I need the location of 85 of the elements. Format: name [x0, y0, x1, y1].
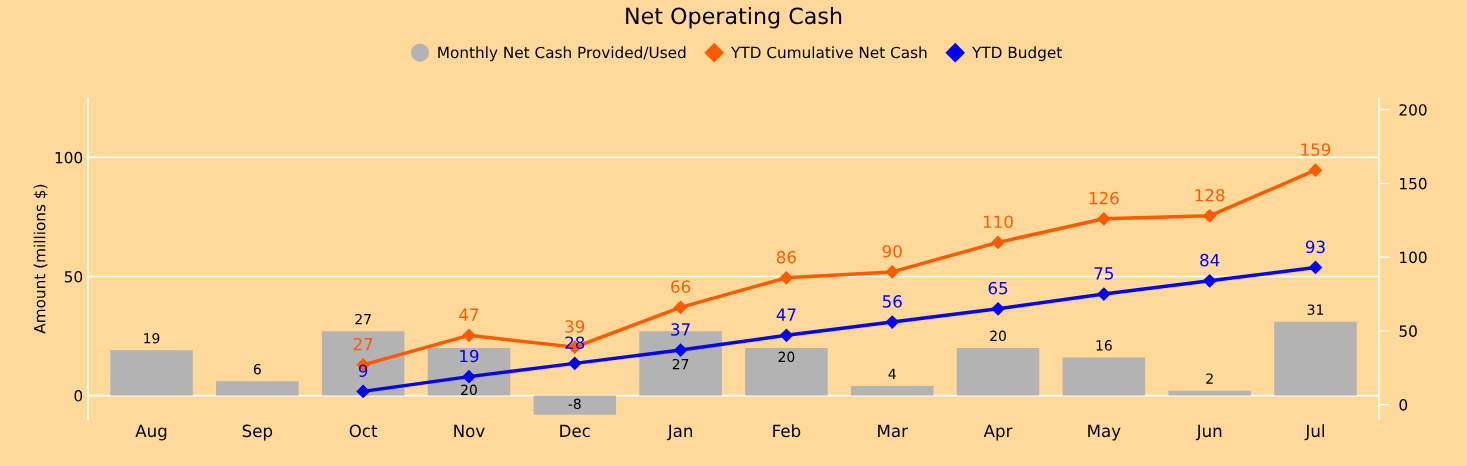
point [356, 384, 370, 398]
point [885, 265, 899, 279]
data-label: 19 [460, 349, 479, 363]
point [1097, 212, 1111, 226]
y2-tick-label: 50 [1399, 325, 1417, 337]
x-tick-label: Oct [349, 424, 378, 438]
bar [1168, 390, 1251, 396]
data-label: 126 [1089, 191, 1119, 205]
x-tick-label: Feb [773, 424, 801, 438]
y2-tick-label: 0 [1399, 399, 1408, 411]
data-label: 19 [144, 332, 160, 344]
point [462, 370, 476, 384]
bar [745, 347, 828, 396]
point [1308, 163, 1323, 177]
y2-tick-label: 100 [1400, 251, 1427, 264]
data-label: 65 [988, 281, 1008, 295]
data-label: 20 [778, 351, 795, 363]
x-tick-label: Dec [560, 424, 590, 438]
legend-label: YTD Budget [972, 46, 1062, 62]
x-tick-label: Nov [454, 424, 485, 438]
point [1203, 274, 1217, 288]
data-label: 20 [461, 384, 477, 396]
x-tick-label: Aug [135, 424, 167, 441]
bar [321, 331, 405, 396]
x-tick-label: Jan [666, 424, 693, 441]
chart-title: Net Operating Cash [626, 6, 842, 29]
y2-tick-label: 200 [1399, 104, 1427, 116]
data-label: 90 [882, 244, 902, 258]
point [779, 328, 793, 342]
data-label: 66 [671, 280, 691, 293]
data-label: 39 [565, 320, 585, 333]
data-label: 56 [882, 295, 902, 308]
x-tick-label: Sep [242, 424, 273, 441]
bar [427, 347, 511, 396]
data-label: 27 [672, 358, 689, 370]
bar [1274, 321, 1357, 396]
data-label: 47 [776, 308, 796, 321]
y-axis-title: Amount (millions $) [33, 184, 48, 334]
data-label: 47 [459, 308, 479, 321]
x-tick-label: May [1088, 424, 1121, 441]
bar [110, 350, 193, 396]
data-label: 93 [1305, 240, 1325, 254]
x-tick-label: Apr [983, 424, 1013, 441]
data-label: 128 [1195, 188, 1225, 202]
x-tick-label: Jun [1195, 424, 1222, 441]
y2-tick-label: 150 [1400, 177, 1427, 190]
data-label: -8 [568, 398, 581, 410]
point [885, 315, 899, 329]
y-tick-label: 100 [55, 151, 83, 164]
data-label: 31 [1307, 304, 1324, 315]
bar [850, 386, 934, 396]
data-label: 27 [353, 337, 373, 351]
legend-label: Monthly Net Cash Provided/Used [438, 46, 686, 62]
bar [956, 347, 1040, 396]
point [568, 356, 582, 370]
data-label: 28 [565, 336, 585, 350]
point [991, 302, 1005, 316]
data-label: 75 [1094, 267, 1114, 280]
bar [1062, 357, 1146, 396]
point [674, 300, 688, 314]
point [779, 271, 793, 285]
y-tick-label: 50 [64, 270, 83, 283]
data-label: 84 [1200, 253, 1220, 267]
point [1203, 209, 1217, 223]
x-tick-label: Jul [1304, 424, 1324, 441]
data-label: 16 [1096, 340, 1112, 351]
data-label: 2 [1206, 373, 1213, 384]
data-label: 6 [253, 363, 261, 375]
point [674, 343, 688, 357]
point [462, 328, 476, 342]
data-label: 37 [671, 323, 690, 336]
point [991, 235, 1005, 249]
data-label: 27 [355, 313, 371, 325]
legend-label: YTD Cumulative Net Cash [731, 46, 927, 59]
y-tick-label: 0 [74, 390, 83, 402]
data-label: 4 [888, 368, 896, 379]
data-label: 86 [776, 250, 796, 264]
bar [216, 381, 299, 396]
data-label: 159 [1301, 143, 1331, 156]
point [1308, 260, 1323, 275]
data-label: 20 [990, 330, 1006, 342]
bar [533, 395, 617, 415]
x-tick-label: Mar [878, 424, 908, 438]
data-label: 110 [983, 215, 1013, 229]
point [1097, 287, 1111, 301]
